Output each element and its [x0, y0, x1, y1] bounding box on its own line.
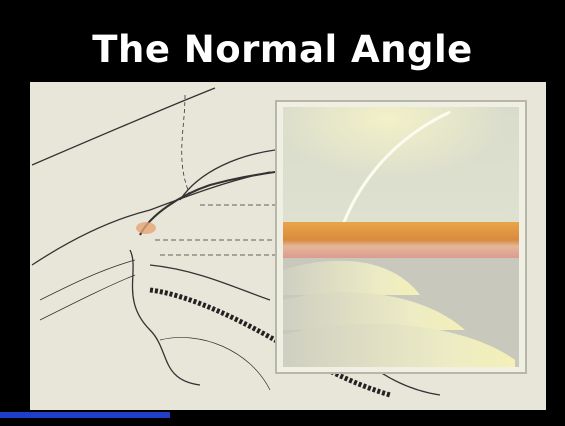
glow — [283, 107, 519, 227]
band — [283, 222, 519, 262]
hump — [283, 292, 465, 330]
hump — [283, 260, 420, 295]
progress-bar — [0, 412, 170, 418]
pigment — [136, 222, 156, 234]
line-drawing — [31, 87, 441, 398]
hump — [283, 323, 515, 367]
slide-title: The Normal Angle — [92, 28, 473, 71]
